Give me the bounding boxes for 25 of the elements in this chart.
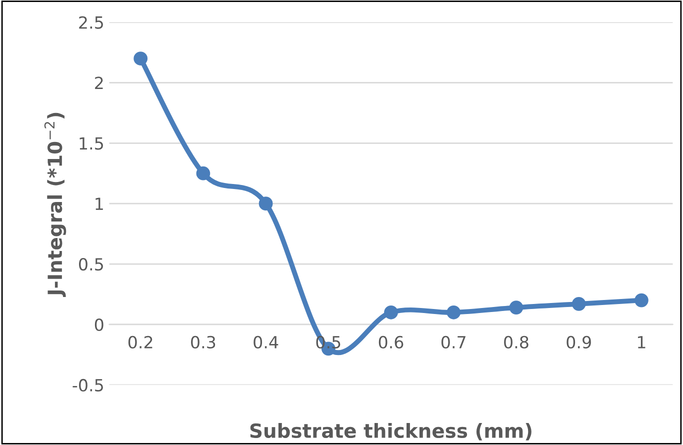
point [446,305,461,320]
point [509,300,524,314]
x-tick-label: 0.6 [378,336,404,348]
x-tick-label: 1 [638,336,646,348]
x-axis-title: Substrate thickness (mm) [250,423,532,440]
x-tick-label: 0.2 [128,336,152,348]
x-tick-label: 0.8 [504,336,528,348]
y-tick-label: 1.5 [80,137,103,150]
y-tick-label: 0 [94,318,104,332]
point [634,293,648,308]
y-tick-label: 2 [95,76,103,90]
y-tick-label: 2.5 [79,16,103,29]
point [258,196,273,211]
x-tick-label: 0.9 [566,336,591,348]
y-tick-label: -0.5 [72,378,103,392]
x-tick-label: 0.3 [191,336,216,348]
y-tick-label: 0.5 [79,258,103,271]
point [572,296,586,311]
y-tick-label: 1 [96,198,103,210]
point [196,166,210,180]
point [134,52,148,66]
x-tick-label: 0.7 [441,336,466,348]
x-tick-label: 0.4 [254,336,278,348]
y-axis-title: J-Integral (*10$^{−2}$) [44,112,66,298]
point [384,305,398,320]
